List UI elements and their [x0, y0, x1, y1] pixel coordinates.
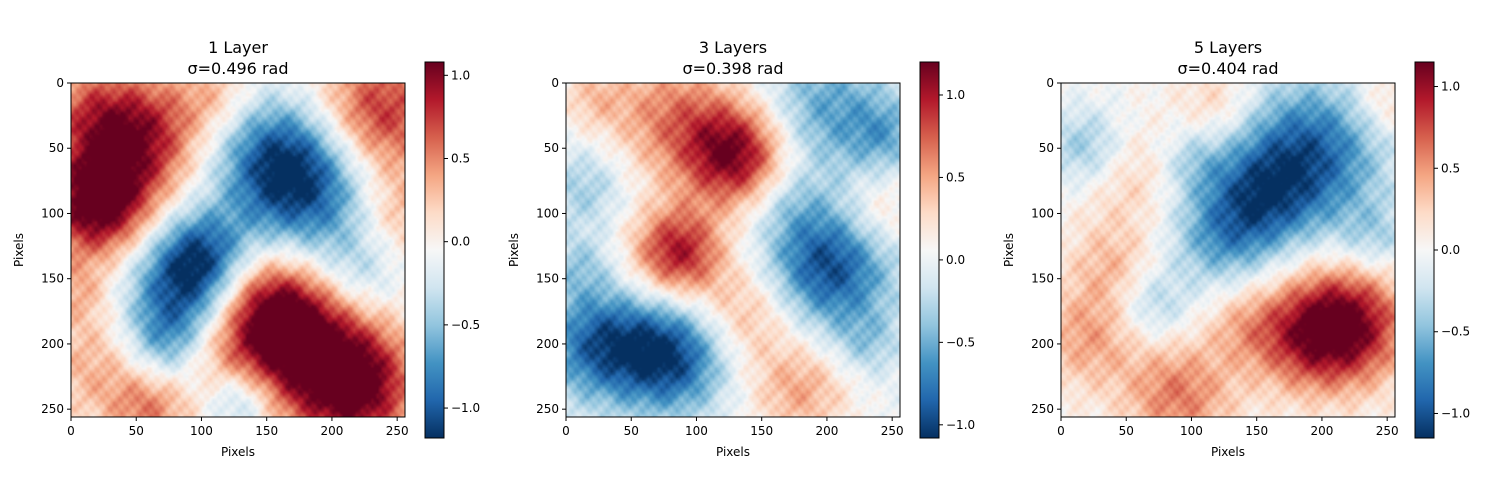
- colorbar-tick-label: −1.0: [1441, 406, 1470, 420]
- y-tick-label: 200: [1031, 337, 1054, 351]
- plot-frame: [565, 82, 901, 418]
- y-tick-label: 250: [41, 402, 64, 416]
- y-tick-label: 0: [1046, 76, 1054, 90]
- x-tick-label: 0: [67, 424, 75, 438]
- heatmap-image: [1061, 83, 1395, 417]
- heatmap-image: [566, 83, 900, 417]
- y-tick-label: 50: [544, 141, 559, 155]
- chart-subtitle: σ=0.398 rad: [683, 59, 784, 78]
- y-tick-label: 250: [1031, 402, 1054, 416]
- colorbar-tick-label: 0.0: [1441, 243, 1460, 257]
- y-tick-label: 100: [1031, 206, 1054, 220]
- y-tick-label: 0: [551, 76, 559, 90]
- colorbar-tick-label: −1.0: [946, 418, 975, 432]
- y-tick-label: 150: [41, 272, 64, 286]
- colorbar: [1414, 61, 1435, 439]
- x-axis-label: Pixels: [1211, 445, 1245, 459]
- y-tick-label: 50: [49, 141, 64, 155]
- heatmap-image: [71, 83, 405, 417]
- y-axis-label: Pixels: [12, 233, 26, 267]
- x-tick-label: 150: [255, 424, 278, 438]
- x-tick-label: 200: [1310, 424, 1333, 438]
- colorbar-tick-label: −1.0: [451, 401, 480, 415]
- y-tick-label: 200: [536, 337, 559, 351]
- chart-title: 3 Layers: [699, 38, 767, 57]
- x-tick-label: 200: [815, 424, 838, 438]
- colorbar-tick-label: −0.5: [451, 318, 480, 332]
- x-tick-label: 0: [1057, 424, 1065, 438]
- y-tick-label: 150: [536, 272, 559, 286]
- colorbar-tick-label: −0.5: [1441, 325, 1470, 339]
- colorbar-tick-label: 0.5: [451, 151, 470, 165]
- colorbar: [919, 61, 940, 439]
- colorbar-tick-label: 1.0: [1441, 80, 1460, 94]
- chart-title: 1 Layer: [208, 38, 268, 57]
- y-tick-label: 100: [41, 206, 64, 220]
- x-tick-label: 250: [386, 424, 409, 438]
- colorbar-tick-label: 0.5: [946, 170, 965, 184]
- x-tick-label: 250: [881, 424, 904, 438]
- plot-frame: [1060, 82, 1396, 418]
- x-tick-label: 50: [129, 424, 144, 438]
- colorbar-tick-label: 0.0: [451, 235, 470, 249]
- x-tick-label: 150: [750, 424, 773, 438]
- y-tick-label: 0: [56, 76, 64, 90]
- y-axis-label: Pixels: [507, 233, 521, 267]
- chart-title: 5 Layers: [1194, 38, 1262, 57]
- y-tick-label: 250: [536, 402, 559, 416]
- x-tick-label: 100: [1180, 424, 1203, 438]
- colorbar-tick-label: 0.5: [1441, 161, 1460, 175]
- x-axis-label: Pixels: [716, 445, 750, 459]
- colorbar: [424, 61, 445, 439]
- x-tick-label: 100: [190, 424, 213, 438]
- chart-subtitle: σ=0.404 rad: [1178, 59, 1279, 78]
- colorbar-tick-label: 0.0: [946, 253, 965, 267]
- x-tick-label: 0: [562, 424, 570, 438]
- x-tick-label: 200: [320, 424, 343, 438]
- colorbar-tick-label: −0.5: [946, 335, 975, 349]
- plot-frame: [70, 82, 406, 418]
- chart-subtitle: σ=0.496 rad: [188, 59, 289, 78]
- y-tick-label: 50: [1039, 141, 1054, 155]
- x-axis-label: Pixels: [221, 445, 255, 459]
- y-tick-label: 150: [1031, 272, 1054, 286]
- y-tick-label: 100: [536, 206, 559, 220]
- y-tick-label: 200: [41, 337, 64, 351]
- x-tick-label: 50: [624, 424, 639, 438]
- x-tick-label: 100: [685, 424, 708, 438]
- x-tick-label: 250: [1376, 424, 1399, 438]
- colorbar-tick-label: 1.0: [946, 88, 965, 102]
- y-axis-label: Pixels: [1002, 233, 1016, 267]
- x-tick-label: 50: [1119, 424, 1134, 438]
- x-tick-label: 150: [1245, 424, 1268, 438]
- colorbar-tick-label: 1.0: [451, 68, 470, 82]
